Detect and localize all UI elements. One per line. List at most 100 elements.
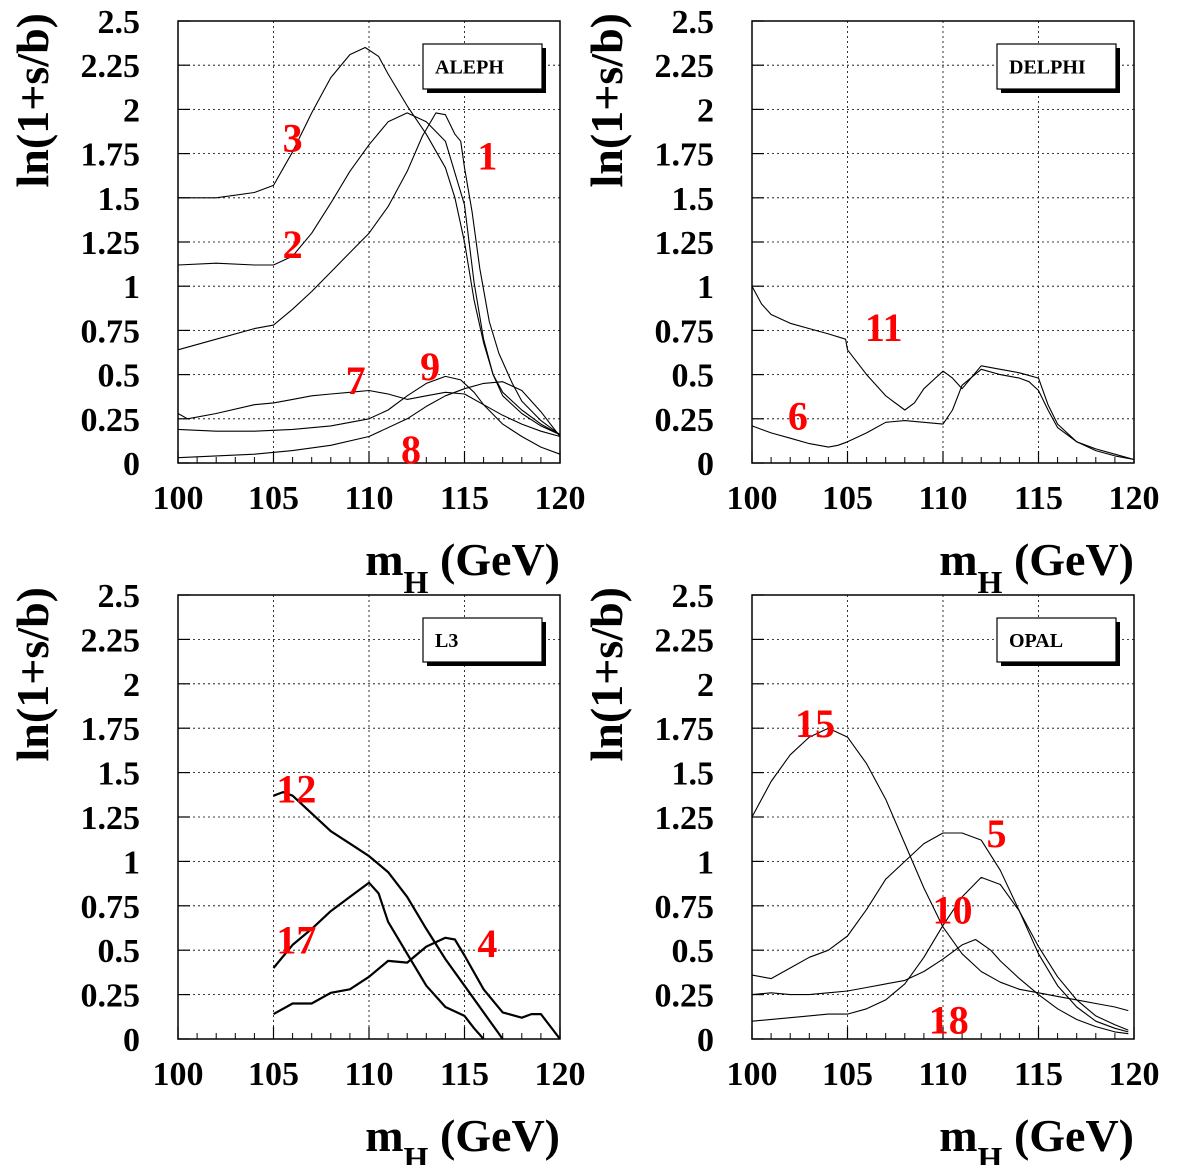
x-label-unit: (GeV) (1002, 1110, 1134, 1161)
y-axis-label: ln(1+s/b) (581, 587, 632, 761)
y-tick-label: 1 (697, 844, 714, 881)
y-tick-label: 1.5 (98, 756, 141, 793)
chart-panel-delphi: 100 105 110 115 120 0 0.25 0.5 0.75 1 1.25 1.5 1.75 2… (581, 4, 1160, 600)
curve-annotation: 2 (283, 222, 303, 267)
y-tick-label: 0 (697, 446, 714, 483)
curve-annotation: 8 (401, 427, 421, 472)
x-tick-label: 120 (535, 1056, 586, 1093)
x-tick-label: 100 (727, 480, 778, 517)
y-tick-label: 1.25 (655, 800, 715, 837)
y-tick-label: 2.5 (98, 578, 141, 615)
y-tick-label: 2.25 (81, 622, 141, 659)
x-tick-label: 105 (822, 1056, 873, 1093)
curve-annotation: 15 (795, 701, 835, 746)
legend-box (422, 617, 543, 663)
y-axis-label: ln(1+s/b) (581, 13, 632, 187)
x-tick-label: 115 (1014, 480, 1063, 517)
y-tick-label: 2.25 (655, 48, 715, 85)
curve-annotation: 9 (420, 344, 440, 389)
y-tick-label: 1.25 (655, 225, 715, 262)
y-tick-label: 0.75 (655, 313, 715, 350)
y-tick-label: 0 (697, 1022, 714, 1059)
chart-panel-l3: 100 105 110 115 120 0 0.25 0.5 0.75 1 1.25 1.5 1.75 2… (7, 578, 586, 1165)
y-tick-label: 0 (123, 446, 140, 483)
legend-box (996, 43, 1117, 90)
x-label-unit: (GeV) (428, 534, 560, 585)
y-tick-label: 2.25 (655, 622, 715, 659)
x-tick-label: 105 (822, 480, 873, 517)
y-tick-label: 2.5 (672, 4, 715, 41)
curve-annotation: 5 (986, 811, 1006, 856)
series-line-5 (177, 381, 561, 459)
curve-annotation: 7 (346, 358, 366, 403)
curve-annotation: 12 (276, 767, 316, 812)
x-axis-label: mH (GeV) (939, 1110, 1134, 1165)
y-tick-label: 1.25 (81, 225, 141, 262)
x-label-main: m (365, 534, 403, 585)
curve-annotation: 17 (276, 918, 316, 963)
curve-annotation: 11 (865, 305, 903, 350)
x-label-subscript: H (404, 564, 429, 600)
x-label-subscript: H (404, 1140, 429, 1165)
y-tick-label: 1 (123, 269, 140, 306)
curve-annotation: 18 (929, 997, 969, 1042)
y-tick-label: 2 (123, 92, 140, 129)
y-tick-label: 0.5 (672, 933, 715, 970)
legend-title: L3 (435, 630, 458, 652)
series-line-0 (751, 285, 1135, 461)
x-label-main: m (939, 1110, 977, 1161)
legend-title: OPAL (1009, 630, 1063, 652)
series-group (177, 46, 561, 459)
y-tick-label: 2.25 (81, 48, 141, 85)
x-tick-label: 110 (918, 1056, 967, 1093)
y-tick-label: 0.5 (98, 933, 141, 970)
x-tick-label: 115 (440, 1056, 489, 1093)
y-tick-label: 1 (697, 269, 714, 306)
axis-ticks: 100 105 110 115 120 0 0.25 0.5 0.75 1 1.25 1.5 1.75 2… (81, 4, 586, 517)
legend-box (996, 617, 1117, 663)
x-axis-label: mH (GeV) (939, 534, 1134, 600)
grid (178, 595, 560, 1039)
y-tick-label: 1.25 (81, 800, 141, 837)
y-tick-label: 1.75 (655, 137, 715, 174)
grid (752, 21, 1134, 463)
y-tick-label: 2.5 (672, 578, 715, 615)
series-line-2 (272, 936, 561, 1040)
curve-annotation: 6 (788, 393, 808, 438)
x-label-main: m (365, 1110, 403, 1161)
axis-ticks: 100 105 110 115 120 0 0.25 0.5 0.75 1 1.25 1.5 1.75 2… (81, 578, 586, 1093)
series-line-1 (751, 832, 1129, 1033)
y-tick-label: 1.75 (81, 137, 141, 174)
y-axis-label: ln(1+s/b) (7, 13, 58, 187)
x-tick-label: 100 (727, 1056, 778, 1093)
x-tick-label: 120 (535, 480, 586, 517)
series-line-2 (177, 112, 561, 436)
series-line-1 (751, 368, 1135, 461)
x-label-main: m (939, 534, 977, 585)
curve-annotation: 3 (283, 116, 303, 161)
series-group (751, 727, 1129, 1035)
x-tick-label: 105 (248, 1056, 299, 1093)
y-tick-label: 1.75 (655, 711, 715, 748)
axis-ticks: 100 105 110 115 120 0 0.25 0.5 0.75 1 1.25 1.5 1.75 2… (655, 4, 1160, 517)
x-tick-label: 115 (440, 480, 489, 517)
y-tick-label: 1.5 (672, 181, 715, 218)
x-tick-label: 110 (344, 480, 393, 517)
series-line-3 (751, 938, 1129, 1035)
chart-panel-aleph: 100 105 110 115 120 0 0.25 0.5 0.75 1 1.25 1.5 1.75 2… (7, 4, 586, 600)
y-tick-label: 0.25 (655, 978, 715, 1015)
y-tick-label: 0.75 (81, 889, 141, 926)
y-tick-label: 0 (123, 1022, 140, 1059)
y-tick-label: 2 (697, 92, 714, 129)
y-tick-label: 1.5 (98, 181, 141, 218)
series-line-1 (177, 112, 561, 436)
x-tick-label: 120 (1109, 480, 1160, 517)
series-line-0 (178, 46, 561, 436)
series-line-0 (751, 727, 1129, 1012)
y-tick-label: 0.25 (655, 402, 715, 439)
y-tick-label: 0.75 (81, 313, 141, 350)
y-tick-label: 0.5 (672, 358, 715, 395)
y-axis-label: ln(1+s/b) (7, 587, 58, 761)
y-tick-label: 0.75 (655, 889, 715, 926)
x-label-subscript: H (978, 564, 1003, 600)
